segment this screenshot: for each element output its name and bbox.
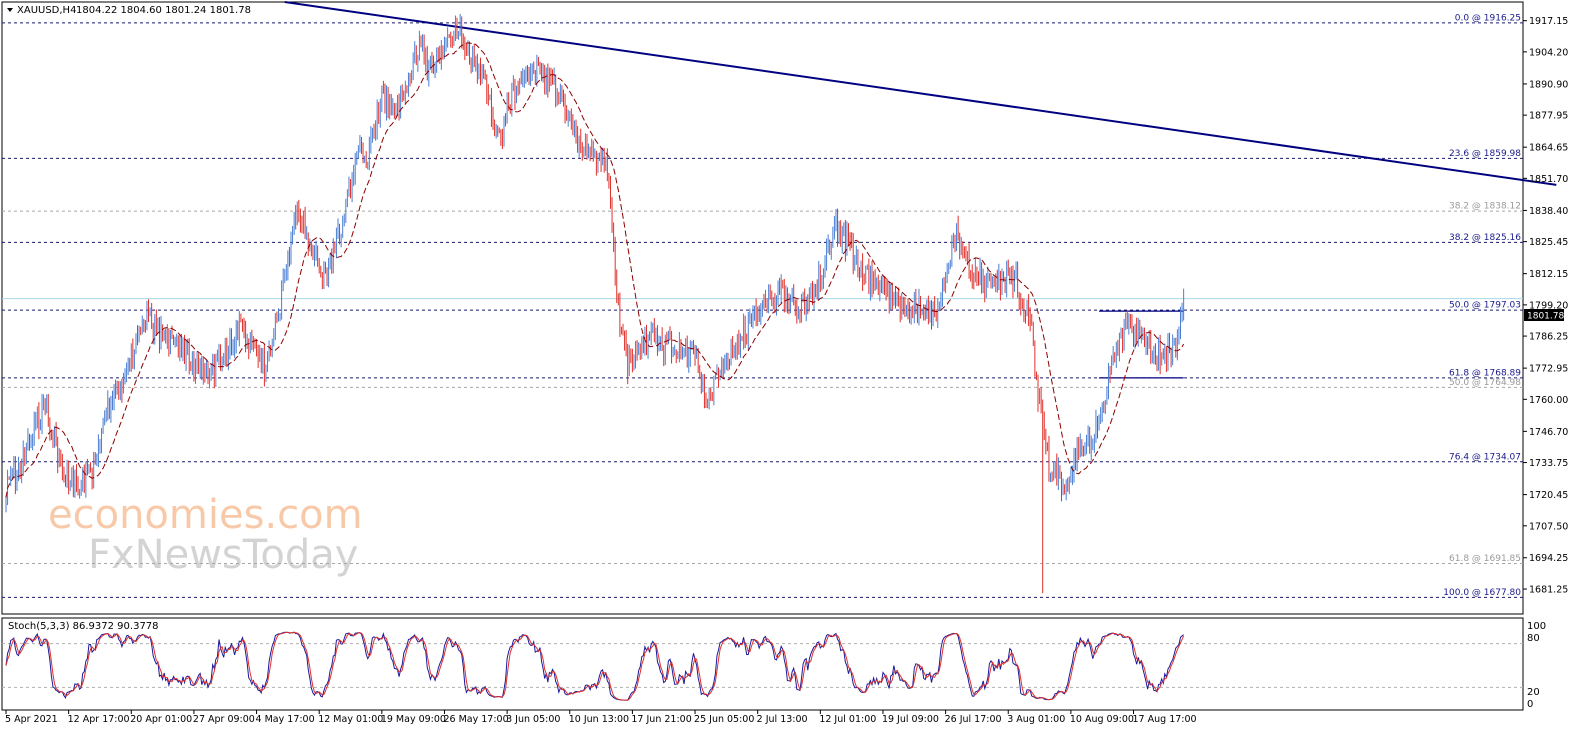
descending-trendline bbox=[284, 1, 1557, 186]
x-tick-label: 26 May 17:00 bbox=[443, 714, 508, 725]
y-tick-label: 1904.20 bbox=[1529, 47, 1568, 58]
y-tick-label: 1707.50 bbox=[1529, 521, 1568, 532]
fibonacci-levels: 0.0 @ 1916.25 23.6 @ 1859.98 38.2 @ 1838.1… bbox=[2, 13, 1523, 598]
fib-label: 38.2 @ 1838.12 bbox=[1449, 202, 1521, 212]
ohlc-values: 1804.22 1804.60 1801.24 1801.78 bbox=[76, 5, 251, 16]
watermark-line2: FxNewsToday bbox=[88, 532, 358, 578]
x-tick-label: 17 Jun 21:00 bbox=[631, 714, 691, 725]
x-tick-label: 2 Jul 13:00 bbox=[757, 714, 808, 725]
y-tick-label: 1917.15 bbox=[1529, 16, 1568, 27]
trend-lines[interactable] bbox=[284, 1, 1557, 379]
y-tick-label: 1851.70 bbox=[1529, 174, 1568, 185]
x-tick-label: 12 Apr 17:00 bbox=[68, 714, 130, 725]
price-tag-value: 1801.78 bbox=[1527, 312, 1564, 322]
x-tick-label: 3 Aug 01:00 bbox=[1007, 714, 1065, 725]
symbol-label: XAUUSD,H4 bbox=[17, 5, 76, 16]
fib-label: 61.8 @ 1768.89 bbox=[1449, 368, 1521, 378]
x-tick-label: 12 May 01:00 bbox=[318, 714, 383, 725]
fib-label: 100.0 @ 1677.80 bbox=[1443, 588, 1521, 598]
x-tick-label: 27 Apr 09:00 bbox=[193, 714, 255, 725]
x-tick-label: 19 May 09:00 bbox=[381, 714, 446, 725]
x-tick-label: 25 Jun 05:00 bbox=[694, 714, 754, 725]
fib-label: 0.0 @ 1916.25 bbox=[1455, 13, 1521, 23]
y-tick-label: 1890.90 bbox=[1529, 79, 1568, 90]
x-tick-label: 17 Aug 17:00 bbox=[1133, 714, 1197, 725]
watermark-line1: economies.com bbox=[48, 492, 363, 538]
stoch-level-20: 20 bbox=[1527, 687, 1540, 698]
price-axis: 1917.15 1904.20 1890.90 1877.95 1864.65 1851.… bbox=[1523, 16, 1568, 596]
fib-label: 61.8 @ 1691.85 bbox=[1449, 554, 1521, 564]
y-tick-label: 1786.25 bbox=[1529, 332, 1568, 343]
y-tick-label: 1746.70 bbox=[1529, 427, 1568, 438]
stoch-label: Stoch(5,3,3) 86.9372 90.3778 bbox=[8, 621, 159, 632]
stoch-d-line bbox=[5, 631, 1185, 701]
stoch-level-100: 100 bbox=[1527, 621, 1546, 632]
stochastic-oscillator bbox=[2, 631, 1523, 701]
x-tick-label: 20 Apr 01:00 bbox=[130, 714, 192, 725]
y-tick-label: 1825.45 bbox=[1529, 237, 1568, 248]
y-tick-label: 1838.40 bbox=[1529, 206, 1568, 217]
stoch-panel-frame bbox=[1, 617, 1524, 711]
y-tick-label: 1812.15 bbox=[1529, 269, 1568, 280]
x-tick-label: 26 Jul 17:00 bbox=[945, 714, 1002, 725]
y-tick-label: 1733.75 bbox=[1529, 458, 1568, 469]
fib-label: 50.0 @ 1764.98 bbox=[1449, 378, 1521, 388]
x-tick-label: 4 May 17:00 bbox=[256, 714, 315, 725]
fib-label: 76.4 @ 1734.07 bbox=[1449, 452, 1521, 462]
x-tick-label: 3 Jun 05:00 bbox=[506, 714, 560, 725]
y-tick-label: 1772.95 bbox=[1529, 364, 1568, 375]
time-axis: 5 Apr 2021 12 Apr 17:00 20 Apr 01:00 27 Apr… bbox=[5, 710, 1197, 725]
dropdown-triangle-icon[interactable] bbox=[7, 8, 13, 12]
fib-label: 23.6 @ 1859.98 bbox=[1449, 149, 1521, 159]
fib-label: 38.2 @ 1825.16 bbox=[1449, 233, 1521, 243]
x-tick-label: 10 Jun 13:00 bbox=[569, 714, 629, 725]
y-tick-label: 1720.45 bbox=[1529, 490, 1568, 501]
y-tick-label: 1799.20 bbox=[1529, 300, 1568, 311]
x-tick-label: 10 Aug 09:00 bbox=[1070, 714, 1134, 725]
price-tag bbox=[1524, 309, 1564, 321]
y-tick-label: 1760.00 bbox=[1529, 395, 1568, 406]
y-tick-label: 1864.65 bbox=[1529, 143, 1568, 154]
x-tick-label: 19 Jul 09:00 bbox=[882, 714, 939, 725]
x-tick-label: 5 Apr 2021 bbox=[5, 714, 58, 725]
y-tick-label: 1877.95 bbox=[1529, 111, 1568, 122]
moving-average bbox=[5, 42, 1185, 498]
ma-line bbox=[5, 42, 1185, 498]
stoch-k-line bbox=[5, 631, 1184, 701]
y-tick-label: 1694.25 bbox=[1529, 553, 1568, 564]
stoch-level-80: 80 bbox=[1527, 633, 1540, 644]
y-tick-label: 1681.25 bbox=[1529, 585, 1568, 596]
x-tick-label: 12 Jul 01:00 bbox=[819, 714, 876, 725]
stoch-level-0: 0 bbox=[1527, 699, 1533, 710]
fib-label: 50.0 @ 1797.03 bbox=[1449, 301, 1521, 311]
